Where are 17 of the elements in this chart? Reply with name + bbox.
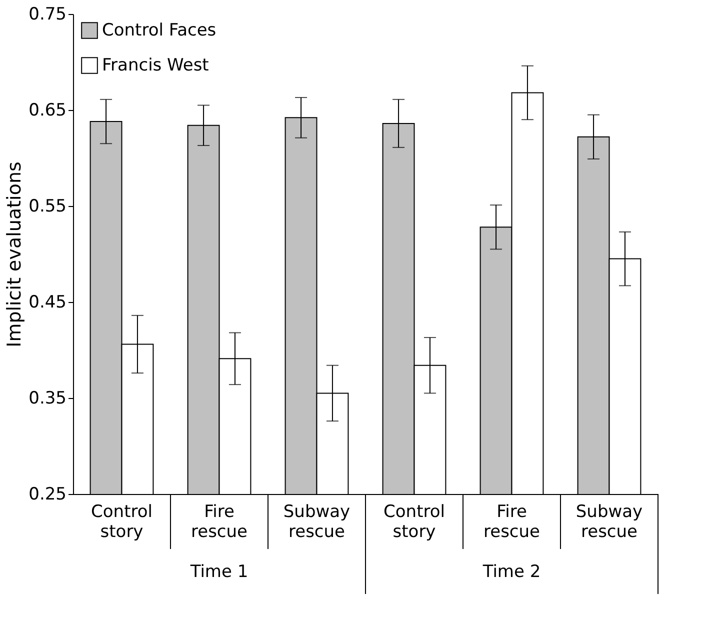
x-tick-label: Subway rescue <box>576 502 643 542</box>
x-tick-label: Fire rescue <box>483 502 540 542</box>
x-tick-label: Control story <box>91 502 152 542</box>
y-axis-title: Implicit evaluations <box>4 162 26 348</box>
y-tick-label: 0.65 <box>28 100 66 120</box>
legend-label: Francis West <box>102 56 210 76</box>
y-tick-label: 0.55 <box>28 196 66 216</box>
x-tick-label: Fire rescue <box>190 502 248 542</box>
x-tick-label: Control story <box>384 502 445 542</box>
x-tick-label: Subway rescue <box>283 502 350 542</box>
text: Time 2 <box>482 562 541 582</box>
y-tick-label: 0.45 <box>28 292 66 312</box>
y-tick-label: 0.25 <box>28 484 66 504</box>
y-tick-label: 0.75 <box>28 4 66 24</box>
legend-label: Control Faces <box>102 20 216 40</box>
y-tick-label: 0.35 <box>28 388 66 408</box>
text: Time 1 <box>189 562 248 582</box>
